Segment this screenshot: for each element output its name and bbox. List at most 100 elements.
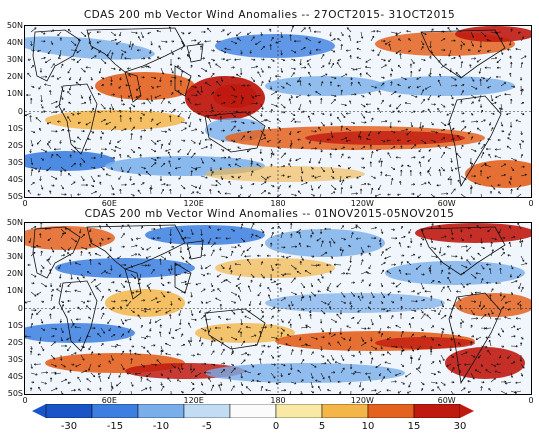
lat-label: 10S xyxy=(7,320,23,330)
wind-vector xyxy=(140,299,145,302)
wind-vector-head xyxy=(395,285,398,288)
wind-vector xyxy=(50,40,53,45)
wind-vector-head xyxy=(218,315,221,318)
wind-vector-head xyxy=(476,225,479,228)
wind-vector xyxy=(168,160,172,168)
wind-vector xyxy=(280,372,283,377)
wind-vector xyxy=(440,166,445,172)
wind-vector-head xyxy=(360,252,363,255)
wind-vector xyxy=(47,121,52,125)
wind-vector xyxy=(480,31,487,37)
wind-vector xyxy=(320,300,327,305)
lat-label: 20N xyxy=(6,269,23,279)
wind-vector-head xyxy=(301,146,304,149)
wind-vector xyxy=(407,139,412,142)
wind-vector-head xyxy=(26,93,28,97)
wind-vector xyxy=(440,331,444,338)
wind-vector xyxy=(420,336,427,338)
wind-vector xyxy=(350,354,355,357)
wind-vector-head xyxy=(40,100,43,103)
wind-vector-head xyxy=(138,146,141,149)
wind-vector-head xyxy=(407,391,410,394)
wind-vector-head xyxy=(327,389,330,392)
wind-vector xyxy=(290,112,296,116)
wind-vector xyxy=(370,30,376,33)
wind-vector xyxy=(260,385,263,392)
wind-vector-head xyxy=(263,134,266,137)
wind-vector-head xyxy=(219,248,222,251)
wind-vector xyxy=(280,152,286,159)
wind-vector-head xyxy=(481,278,484,281)
wind-vector-head xyxy=(352,121,355,125)
wind-vector xyxy=(177,112,182,118)
wind-vector-head xyxy=(308,26,311,29)
wind-vector-head xyxy=(369,302,372,305)
wind-vector xyxy=(240,237,246,243)
lat-label: 40N xyxy=(6,38,23,48)
wind-vector-head xyxy=(124,128,127,131)
wind-vector-head xyxy=(172,336,175,339)
wind-vector-head xyxy=(322,65,325,68)
wind-vector xyxy=(74,147,82,150)
wind-vector-head xyxy=(206,272,209,276)
wind-vector-head xyxy=(476,120,479,123)
wind-vector-head xyxy=(479,105,483,108)
wind-vector-head xyxy=(122,233,125,236)
wind-vector xyxy=(87,388,92,392)
wind-vector-head xyxy=(370,339,373,342)
wind-vector-head xyxy=(135,95,138,98)
wind-vector xyxy=(216,40,222,42)
wind-vector xyxy=(350,226,358,230)
wind-vector xyxy=(79,228,82,234)
wind-vector xyxy=(340,153,344,159)
wind-vector xyxy=(487,85,492,89)
wind-vector xyxy=(160,110,164,114)
wind-vector xyxy=(490,288,494,293)
wind-vector-head xyxy=(449,349,452,352)
wind-vector-head xyxy=(267,286,270,290)
colorbar-swatch xyxy=(229,404,277,418)
colorbar-high-arrow xyxy=(460,404,474,418)
anomaly-region xyxy=(95,72,195,100)
wind-vector-head xyxy=(369,351,372,354)
wind-vector xyxy=(450,57,456,60)
wind-vector-head xyxy=(267,345,270,348)
wind-vector-head xyxy=(447,178,450,181)
wind-vector xyxy=(476,58,482,63)
wind-vector-head xyxy=(397,391,400,394)
wind-vector-head xyxy=(27,58,30,61)
wind-vector xyxy=(286,255,292,259)
wind-vector-head xyxy=(357,295,360,298)
wind-vector-head xyxy=(270,163,273,166)
wind-vector xyxy=(450,166,453,172)
wind-vector-head xyxy=(382,353,385,356)
wind-vector-head xyxy=(288,304,291,307)
wind-vector-head xyxy=(202,57,205,60)
wind-vector xyxy=(430,255,438,258)
wind-vector-head xyxy=(201,131,204,134)
coastline xyxy=(124,71,142,103)
wind-vector-head xyxy=(195,283,198,286)
wind-vector-head xyxy=(508,181,511,184)
wind-vector xyxy=(430,49,433,54)
wind-vector xyxy=(504,93,512,96)
wind-vector-head xyxy=(269,28,272,31)
wind-vector xyxy=(209,189,212,195)
wind-vector xyxy=(210,242,216,248)
wind-vector-head xyxy=(499,356,502,359)
wind-vector xyxy=(230,112,236,118)
wind-vector-head xyxy=(182,257,185,260)
wind-vector xyxy=(494,155,502,159)
wind-vector xyxy=(370,389,377,392)
wind-vector-head xyxy=(118,86,121,89)
wind-vector xyxy=(177,367,182,374)
wind-vector xyxy=(130,193,135,197)
wind-vector xyxy=(86,335,92,338)
wind-vector xyxy=(470,58,476,60)
wind-vector xyxy=(270,103,278,107)
wind-vector xyxy=(339,175,342,183)
wind-vector-head xyxy=(390,69,393,72)
wind-vector xyxy=(317,278,322,284)
wind-vector xyxy=(30,166,38,170)
wind-vector-head xyxy=(165,40,168,44)
